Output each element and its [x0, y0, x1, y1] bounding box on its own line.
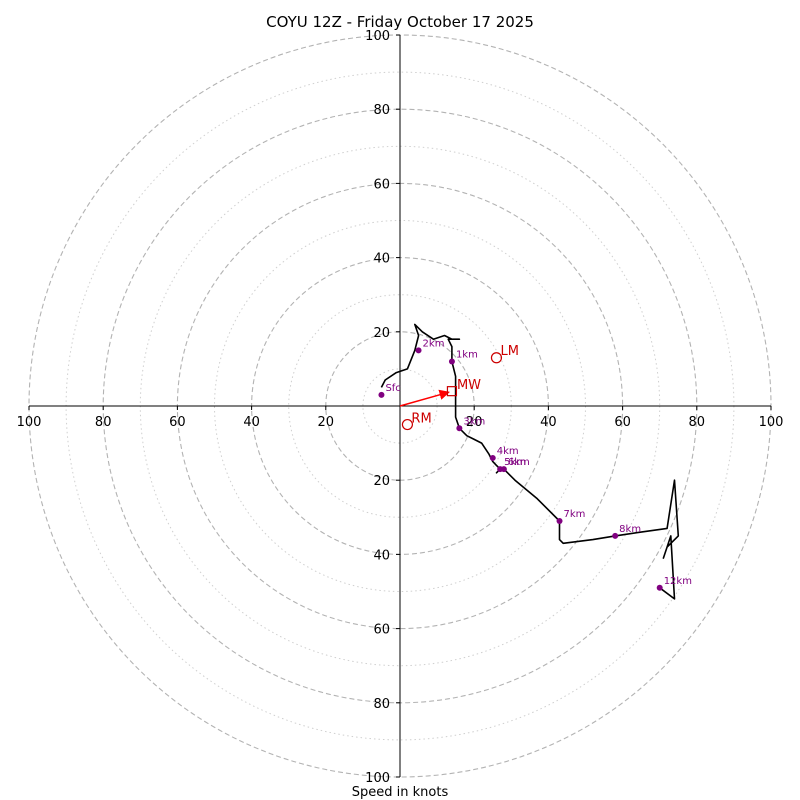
x-tick-label: 40: [540, 415, 557, 430]
y-tick-label: 100: [365, 29, 390, 44]
height-label-Sfc: Sfc: [385, 383, 400, 394]
x-tick-label: 60: [614, 415, 631, 430]
height-label-2km: 2km: [423, 338, 445, 349]
x-tick-label: 20: [318, 415, 335, 430]
chart-title: COYU 12Z - Friday October 17 2025: [266, 13, 534, 31]
hodograph-trace-line: [380, 323, 680, 600]
height-label-1km: 1km: [456, 349, 478, 360]
height-marker-8km: [612, 532, 619, 539]
x-tick-label: 80: [95, 415, 112, 430]
height-marker-3km: [456, 425, 463, 432]
y-tick-label: 80: [373, 697, 390, 712]
left-mover-label: LM: [500, 344, 518, 359]
height-marker-12km: [656, 584, 663, 591]
y-tick-label: 80: [373, 103, 390, 118]
mean-wind-arrow: [399, 389, 450, 407]
mean-wind-label: MW: [457, 378, 481, 393]
y-tick-label: 60: [373, 623, 390, 638]
storm-motion: MW LM RM: [399, 344, 519, 431]
y-tick-label: 100: [365, 771, 390, 786]
y-tick-label: 40: [373, 252, 390, 267]
x-tick-label: 100: [759, 415, 784, 430]
right-mover-label: RM: [411, 412, 431, 427]
height-marker-6km: [500, 466, 507, 473]
height-marker-4km: [489, 454, 496, 461]
wind-trace: [380, 323, 680, 600]
height-marker-Sfc: [378, 391, 385, 398]
right-mover-marker: [401, 418, 414, 431]
height-marker-1km: [448, 358, 455, 365]
height-label-8km: 8km: [619, 524, 641, 535]
tick-labels: 100 80 60 40 20 20 40 60 80 100 100 80 60 40 20 20 40 60 8…: [17, 29, 784, 786]
mean-wind-marker: [446, 386, 458, 397]
y-tick-label: 20: [373, 326, 390, 341]
height-label-3km: 3km: [463, 416, 485, 427]
y-tick-label: 20: [373, 474, 390, 489]
height-label-12km: 12km: [664, 576, 692, 587]
y-tick-label: 60: [373, 177, 390, 192]
x-tick-label: 40: [243, 415, 260, 430]
x-tick-label: 80: [689, 415, 706, 430]
height-label-4km: 4km: [497, 446, 519, 457]
height-marker-2km: [415, 347, 422, 354]
x-tick-label: 100: [17, 415, 42, 430]
height-label-7km: 7km: [564, 509, 586, 520]
x-tick-label: 60: [169, 415, 186, 430]
height-label-5km: 5km: [504, 457, 526, 468]
height-marker-7km: [556, 518, 563, 525]
y-tick-label: 40: [373, 548, 390, 563]
x-axis-label: Speed in knots: [352, 785, 449, 800]
height-label-6km: 6km: [508, 457, 530, 468]
x-tick-label: 20: [466, 415, 483, 430]
left-mover-marker: [490, 352, 503, 364]
